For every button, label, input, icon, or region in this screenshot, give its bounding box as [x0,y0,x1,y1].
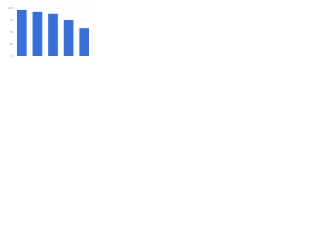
y-tick-label: 50 [10,30,14,34]
bar [32,11,43,56]
bar [79,28,90,56]
bar [48,13,58,56]
chart: 0 25 50 75 100 [8,6,92,58]
y-tick-label: 100 [8,6,13,10]
bar [16,9,27,57]
page: {"chart_data": {"type": "bar", "categori… [0,0,320,71]
y-tick-label: 25 [10,42,14,46]
y-tick-label: 0 [11,54,13,58]
bar [63,20,74,56]
y-tick-label: 75 [10,18,14,22]
